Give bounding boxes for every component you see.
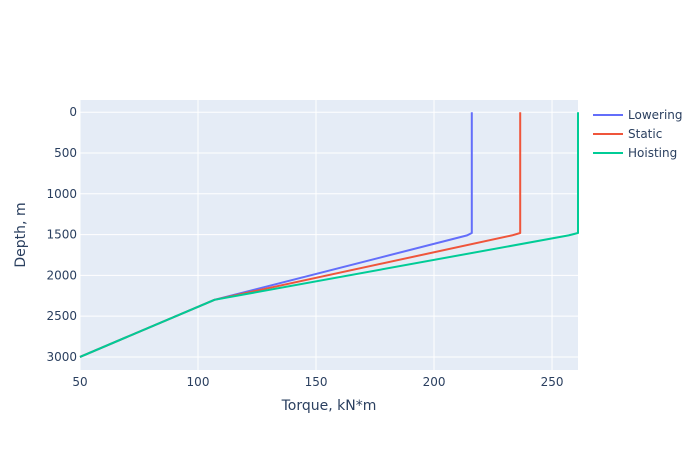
x-tick-labels: 50 100 150 200 250 <box>72 375 563 389</box>
y-tick-label: 1000 <box>46 187 77 201</box>
legend-item-lowering[interactable]: Lowering <box>593 108 683 122</box>
legend-label: Lowering <box>628 108 683 122</box>
x-tick-label: 150 <box>305 375 328 389</box>
y-tick-label: 500 <box>54 146 77 160</box>
legend-label: Hoisting <box>628 146 677 160</box>
x-tick-label: 250 <box>541 375 564 389</box>
legend[interactable]: Lowering Static Hoisting <box>593 108 683 160</box>
x-tick-label: 50 <box>72 375 87 389</box>
series-line-hoisting <box>79 112 579 358</box>
y-tick-label: 0 <box>69 105 77 119</box>
series-lines <box>79 112 579 358</box>
y-tick-label: 3000 <box>46 350 77 364</box>
x-tick-label: 100 <box>187 375 210 389</box>
y-tick-labels: 0 500 1000 1500 2000 2500 3000 <box>46 105 77 364</box>
y-axis-title: Depth, m <box>13 202 29 267</box>
y-tick-label: 2000 <box>46 268 77 282</box>
y-tick-label: 1500 <box>46 228 77 242</box>
x-tick-label: 200 <box>423 375 446 389</box>
x-axis-title: Torque, kN*m <box>281 398 377 414</box>
legend-item-static[interactable]: Static <box>593 127 662 141</box>
y-tick-label: 2500 <box>46 309 77 323</box>
legend-label: Static <box>628 127 662 141</box>
legend-item-hoisting[interactable]: Hoisting <box>593 146 677 160</box>
